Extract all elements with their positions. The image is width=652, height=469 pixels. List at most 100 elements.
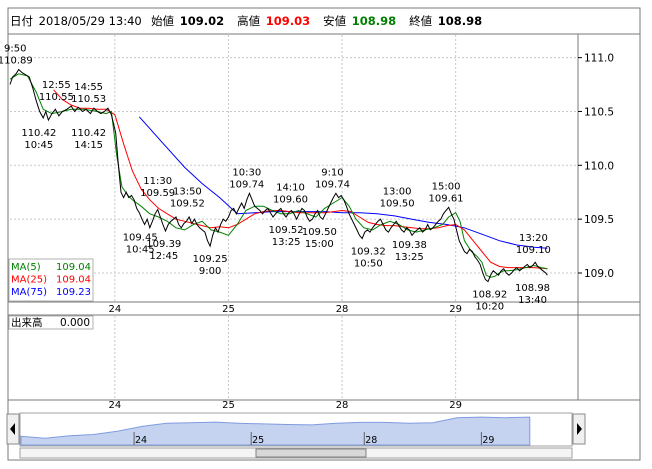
scrollbar-thumb[interactable] (255, 448, 367, 458)
volume-x-tick-label: 28 (336, 400, 349, 411)
annotation-price: 109.10 (516, 245, 551, 256)
annotation-price: 109.50 (302, 227, 337, 238)
navigator-tick-label: 29 (482, 435, 494, 446)
annotation-time: 10:45 (126, 245, 155, 256)
y-tick-label: 111.0 (584, 53, 614, 65)
annotation-time: 9:50 (4, 43, 26, 54)
volume-x-axis: 24 25 28 29 (108, 400, 462, 411)
annotation-price: 110.89 (0, 55, 33, 66)
open-label: 始値 (151, 14, 175, 28)
close-value: 108.98 (437, 14, 483, 28)
volume-value: 0.000 (60, 317, 90, 329)
annotation-price: 109.25 (193, 254, 228, 265)
annotation-price: 110.42 (71, 128, 106, 139)
annotation-price: 109.39 (146, 239, 181, 250)
x-tick-label: 28 (336, 304, 349, 315)
navigator[interactable]: 24 25 28 29 (19, 412, 573, 447)
annotation-price: 109.45 (123, 233, 158, 244)
annotation-price: 109.74 (229, 179, 264, 190)
annotation-time: 10:45 (24, 140, 53, 151)
chevron-left-icon (10, 423, 15, 435)
annotation-time: 15:00 (305, 239, 334, 250)
volume-legend-box (8, 315, 94, 330)
price-x-axis: 24 25 28 29 (108, 304, 462, 315)
annotation-time: 9:00 (199, 266, 221, 277)
legend-label: MA(75) (11, 287, 47, 298)
x-tick-label: 29 (449, 304, 462, 315)
date-label: 日付 (10, 14, 33, 28)
annotation-price: 109.52 (269, 225, 304, 236)
legend-value: 109.04 (56, 262, 91, 273)
annotation-price: 110.42 (21, 128, 56, 139)
annotation-price: 109.38 (392, 240, 427, 251)
navigator-ticks: 24 25 28 29 (133, 432, 494, 446)
navigator-tick-label: 24 (135, 435, 147, 446)
volume-x-tick-label: 29 (449, 400, 462, 411)
x-tick-label: 24 (108, 304, 121, 315)
price-y-axis: 111.0 110.5 110.0 109.5 109.0 (578, 53, 614, 280)
y-tick-label: 110.5 (584, 106, 614, 118)
legend: MA(5) 109.04 MA(25) 109.04 MA(75) 109.23 (8, 258, 94, 302)
annotation-time: 11:30 (143, 176, 172, 187)
price-header: 日付 2018/05/29 13:40 始値 109.02 高値 109.03 … (10, 10, 580, 32)
ma75-line (138, 116, 548, 249)
annotation-price: 108.92 (472, 290, 507, 301)
annotation-time: 13:20 (519, 233, 548, 244)
annotation-price: 109.61 (429, 193, 464, 204)
close-label: 終値 (409, 14, 433, 28)
volume-x-tick-label: 24 (108, 400, 121, 411)
annotation-time: 14:55 (74, 82, 103, 93)
annotation-price: 108.98 (515, 283, 550, 294)
annotation-time: 12:45 (149, 251, 178, 262)
volume-label: 出来高 (11, 316, 43, 329)
annotation-time: 12:55 (42, 80, 71, 91)
low-label: 安値 (323, 14, 347, 28)
price-grid (10, 35, 578, 301)
legend-value: 109.04 (56, 275, 91, 286)
x-tick-label: 25 (222, 304, 235, 315)
annotation-price: 110.55 (39, 92, 74, 103)
annotation-price: 109.50 (380, 199, 415, 210)
annotation-time: 14:15 (74, 140, 103, 151)
annotation-layer: 9:50110.8912:55110.5514:55110.53110.4210… (0, 43, 551, 312)
price-line (9, 68, 548, 283)
annotation-time: 13:00 (383, 187, 412, 198)
y-tick-label: 109.0 (584, 268, 614, 280)
annotation-time: 14:10 (276, 182, 305, 193)
navigator-tick-label: 25 (252, 435, 264, 446)
volume-grid (114, 316, 457, 399)
volume-panel-border (7, 314, 641, 401)
low-value: 108.98 (351, 14, 397, 28)
annotation-price: 110.53 (71, 94, 106, 105)
y-tick-label: 110.0 (584, 160, 614, 172)
annotation-price: 109.32 (351, 247, 386, 258)
high-label: 高値 (237, 14, 261, 28)
price-panel-border (7, 33, 641, 303)
legend-value: 109.23 (56, 287, 91, 298)
annotation-price: 109.52 (170, 199, 205, 210)
annotation-time: 13:40 (518, 295, 547, 306)
annotation-price: 109.59 (140, 188, 175, 199)
chevron-right-icon (577, 423, 582, 435)
series-layer (9, 68, 548, 283)
legend-box (8, 258, 94, 302)
annotation-time: 13:50 (173, 187, 202, 198)
datetime-value: 2018/05/29 13:40 (38, 14, 142, 28)
navigator-tick-label: 28 (365, 435, 377, 446)
annotation-time: 10:30 (232, 167, 261, 178)
annotation-time: 15:00 (432, 181, 461, 192)
annotation-time: 13:25 (272, 237, 301, 248)
y-tick-label: 109.5 (584, 214, 614, 226)
legend-label: MA(5) (11, 262, 41, 273)
annotation-time: 10:20 (475, 302, 504, 313)
legend-label: MA(25) (11, 275, 47, 286)
annotation-time: 9:10 (321, 167, 343, 178)
ma5-line (9, 73, 548, 278)
high-value: 109.03 (265, 14, 311, 28)
open-value: 109.02 (179, 14, 225, 28)
navigator-area (20, 416, 531, 446)
annotation-price: 109.74 (315, 179, 350, 190)
annotation-price: 109.60 (273, 194, 308, 205)
annotation-time: 10:50 (354, 259, 383, 270)
